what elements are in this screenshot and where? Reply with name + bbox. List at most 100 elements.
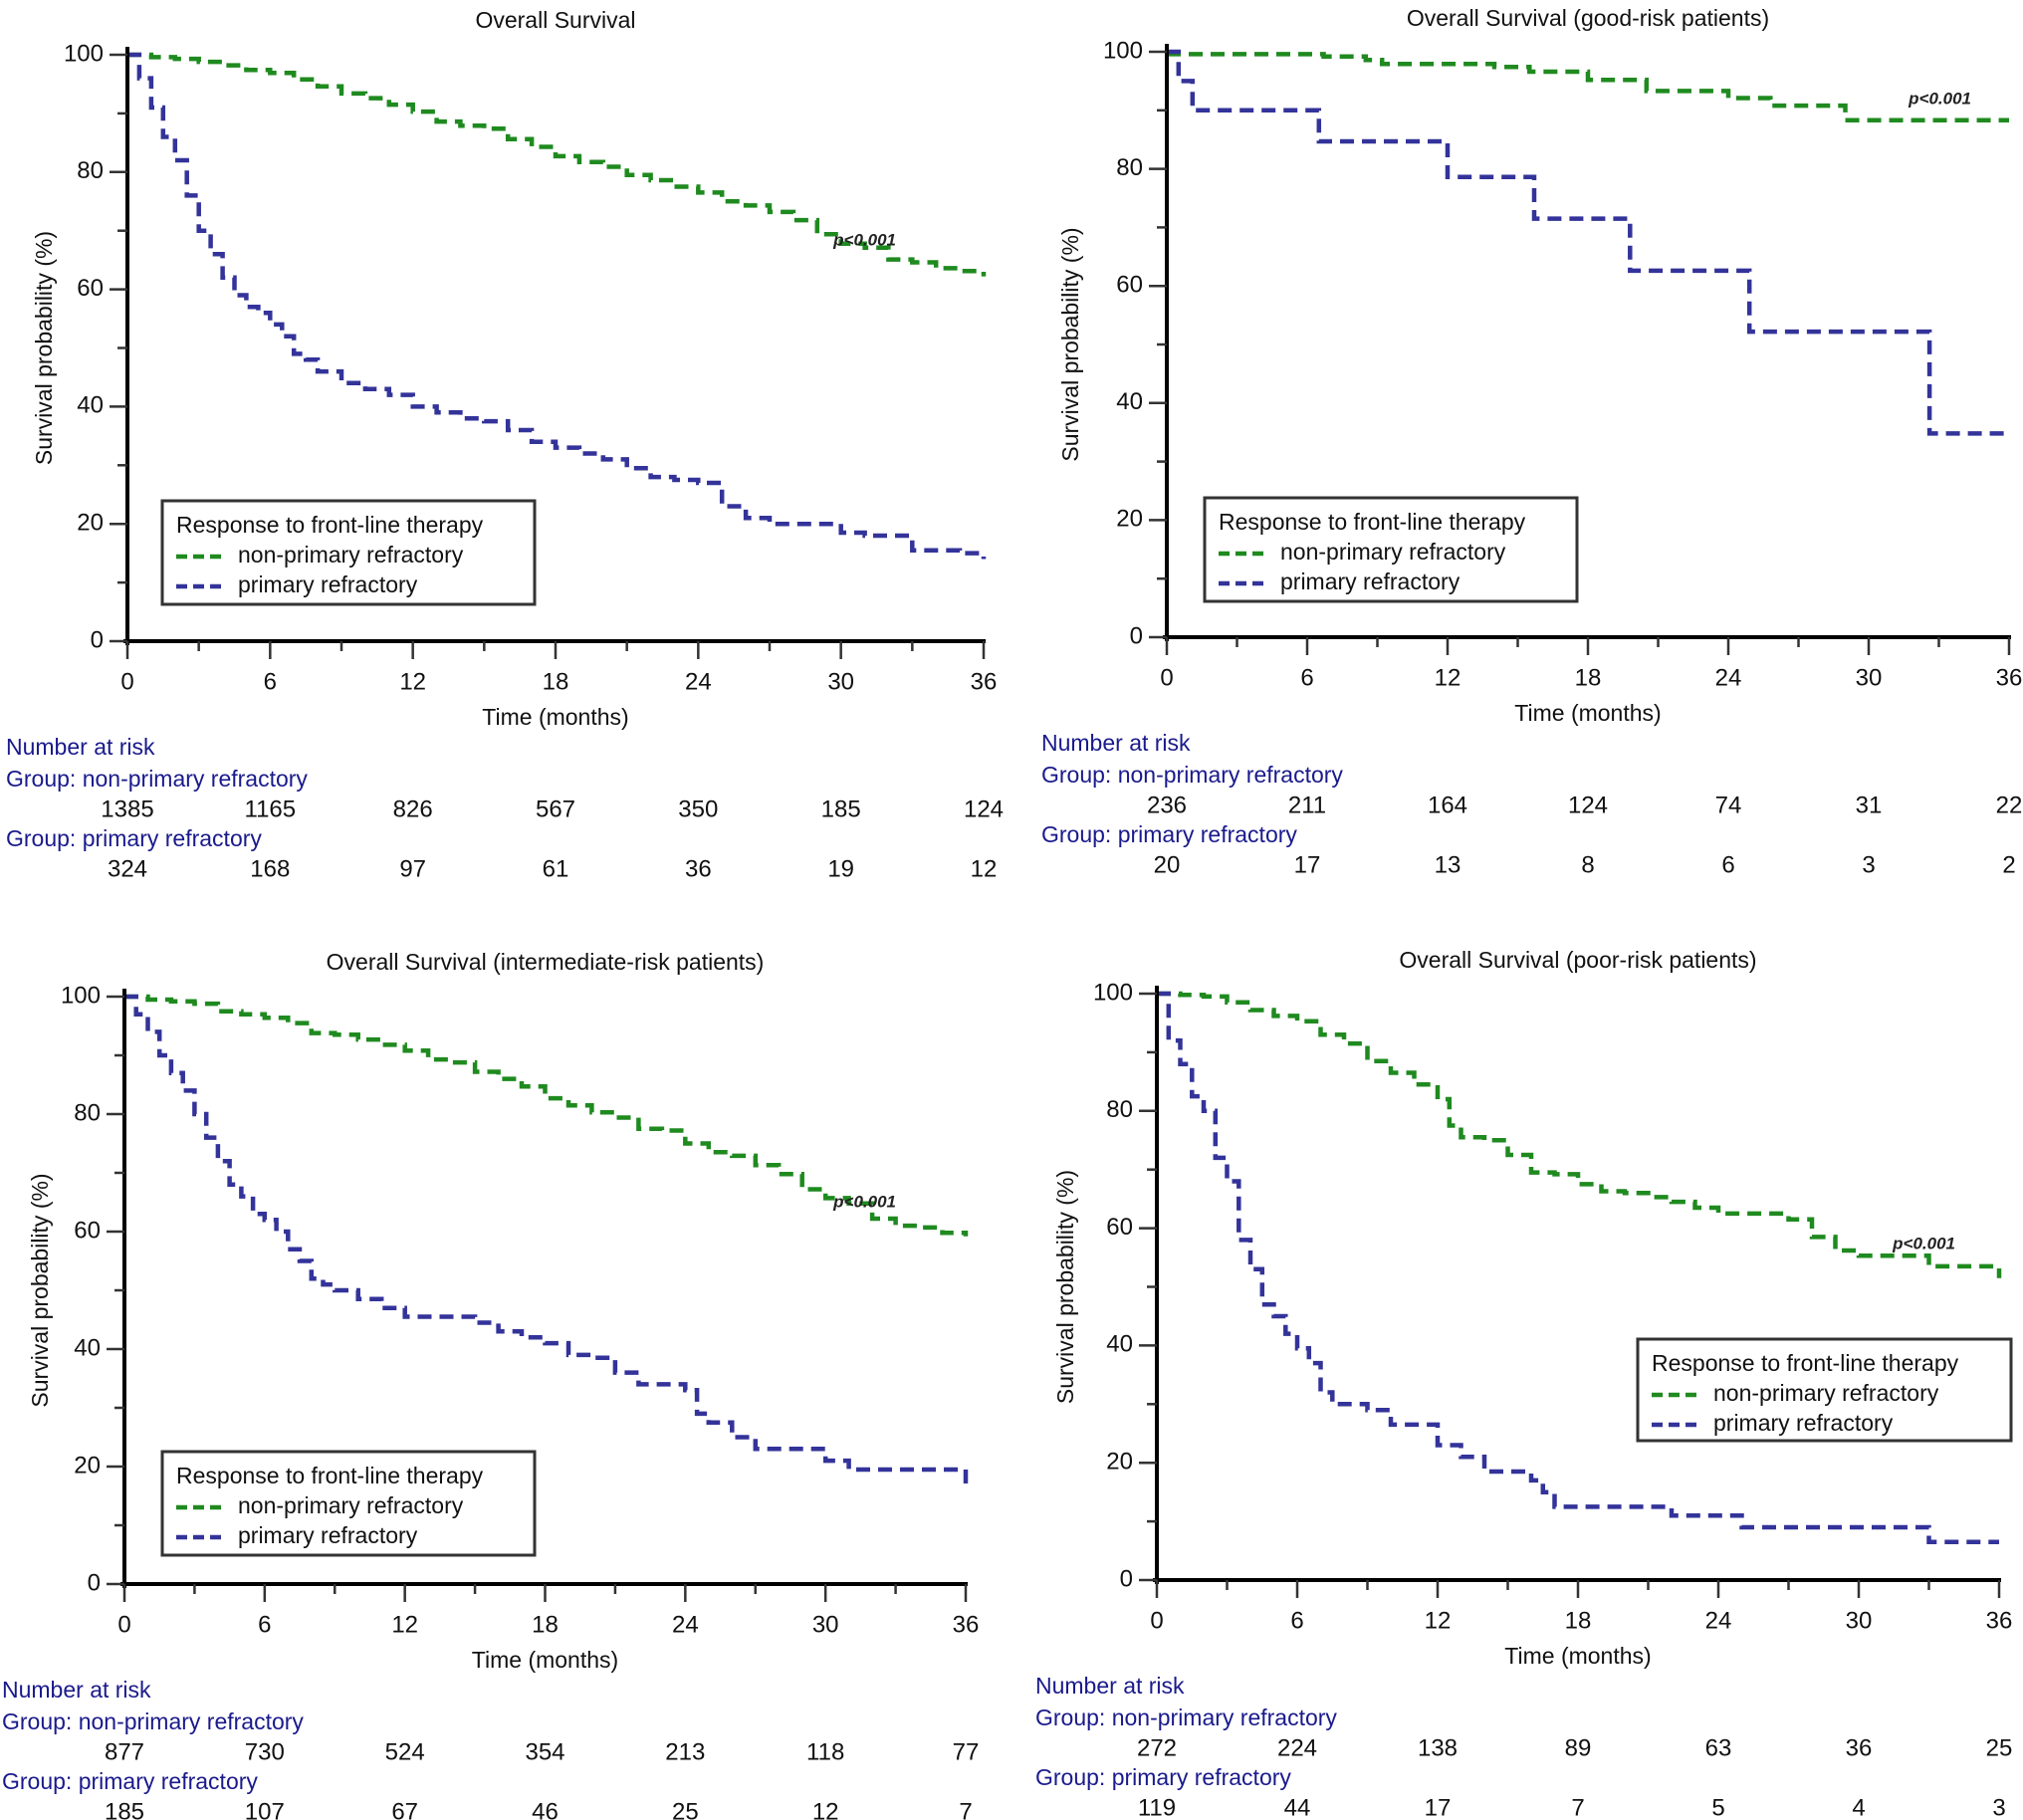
y-tick-label: 60 xyxy=(1106,1214,1133,1241)
risk-value: 13 xyxy=(1435,851,1461,878)
legend-title: Response to front-line therapy xyxy=(1652,1350,1959,1376)
y-axis-title: Survival probability (%) xyxy=(1057,227,1083,461)
y-tick-label: 20 xyxy=(77,510,104,537)
risk-value: 5 xyxy=(1711,1794,1724,1820)
risk-table-header: Number at risk xyxy=(2,1677,151,1703)
y-tick-label: 60 xyxy=(77,275,104,302)
x-tick-label: 18 xyxy=(532,1611,559,1638)
risk-value: 6 xyxy=(1721,851,1734,878)
risk-value: 3 xyxy=(1862,851,1875,878)
km-panel-4: Overall Survival (poor-risk patients) 0 20… xyxy=(1035,947,2013,1820)
x-tick-label: 0 xyxy=(117,1611,130,1638)
risk-value: 877 xyxy=(105,1738,144,1765)
legend: Response to front-line therapy non-primar… xyxy=(1636,1337,2013,1443)
risk-table: Number at risk Group: non-primary refract… xyxy=(2,1677,979,1820)
x-tick-label: 24 xyxy=(685,668,712,695)
y-tick-label: 0 xyxy=(1120,1565,1133,1592)
x-tick-label: 12 xyxy=(1425,1607,1452,1634)
risk-value: 36 xyxy=(685,855,712,882)
risk-value: 4 xyxy=(1852,1794,1865,1820)
y-tick-label: 0 xyxy=(88,1569,101,1596)
legend-box xyxy=(1636,1337,2013,1443)
y-tick-label: 20 xyxy=(1116,506,1143,533)
risk-group-label: Group: primary refractory xyxy=(6,825,262,851)
risk-value: 2 xyxy=(2002,851,2015,878)
risk-value: 19 xyxy=(827,855,854,882)
x-tick-label: 6 xyxy=(1300,664,1313,691)
legend: Response to front-line therapy non-primar… xyxy=(160,499,537,606)
p-value-annotation: p<0.001 xyxy=(1892,1234,1955,1252)
risk-value: 31 xyxy=(1856,792,1883,818)
km-curve-primary xyxy=(124,994,969,1484)
risk-value: 324 xyxy=(108,855,147,882)
risk-value: 138 xyxy=(1418,1734,1458,1761)
risk-value: 22 xyxy=(1996,792,2023,818)
km-curve-non-primary xyxy=(127,52,987,277)
x-tick-label: 12 xyxy=(399,668,426,695)
y-tick-label: 100 xyxy=(1103,37,1143,64)
risk-value: 17 xyxy=(1294,851,1321,878)
y-tick-label: 60 xyxy=(74,1217,101,1244)
legend: Response to front-line therapy non-primar… xyxy=(1203,496,1579,603)
risk-value: 25 xyxy=(672,1798,699,1820)
km-panel-2: Overall Survival (good-risk patients)020… xyxy=(1041,5,2022,878)
x-tick-label: 6 xyxy=(264,668,277,695)
risk-value: 730 xyxy=(245,1738,285,1765)
legend-entry: primary refractory xyxy=(238,571,418,597)
risk-value: 7 xyxy=(959,1798,972,1820)
y-tick-label: 100 xyxy=(1093,979,1133,1006)
y-tick-label: 40 xyxy=(74,1334,101,1361)
risk-value: 350 xyxy=(678,796,718,822)
risk-table: Number at risk Group: non-primary refract… xyxy=(6,734,1004,882)
risk-value: 36 xyxy=(1846,1734,1873,1761)
x-tick-label: 24 xyxy=(672,1611,699,1638)
risk-value: 1165 xyxy=(245,796,297,822)
km-curve-primary xyxy=(1157,991,1999,1544)
y-axis-title: Survival probability (%) xyxy=(31,231,57,465)
risk-value: 67 xyxy=(391,1798,418,1820)
x-tick-label: 0 xyxy=(1150,1607,1163,1634)
p-value-annotation: p<0.001 xyxy=(832,230,896,249)
risk-value: 63 xyxy=(1705,1734,1732,1761)
risk-value: 8 xyxy=(1581,851,1594,878)
legend-entry: primary refractory xyxy=(1280,569,1461,594)
legend-entry: primary refractory xyxy=(1713,1410,1894,1436)
risk-value: 74 xyxy=(1715,792,1742,818)
x-tick-label: 18 xyxy=(543,668,569,695)
legend-entry: non-primary refractory xyxy=(238,542,464,568)
x-tick-label: 18 xyxy=(1565,1607,1592,1634)
risk-value: 17 xyxy=(1425,1794,1452,1820)
risk-value: 272 xyxy=(1137,1734,1177,1761)
y-tick-label: 80 xyxy=(77,157,104,184)
legend-entry: primary refractory xyxy=(238,1522,418,1548)
legend-entry: non-primary refractory xyxy=(1280,539,1506,565)
risk-value: 567 xyxy=(536,796,575,822)
km-panel-1: Overall Survival 0 20 40 60 80 100 0 6 12 18 24 30 36… xyxy=(6,7,1004,882)
x-tick-label: 36 xyxy=(1986,1607,2013,1634)
risk-value: 119 xyxy=(1138,1794,1176,1820)
risk-value: 185 xyxy=(105,1798,144,1820)
p-value-annotation: p<0.001 xyxy=(832,1192,896,1211)
risk-table: Number at risk Group: non-primary refract… xyxy=(1035,1673,2012,1820)
risk-value: 224 xyxy=(1277,1734,1317,1761)
risk-value: 77 xyxy=(953,1738,980,1765)
y-tick-label: 0 xyxy=(1130,622,1143,649)
x-tick-label: 24 xyxy=(1715,664,1742,691)
km-panel-3: Overall Survival (intermediate-risk pati… xyxy=(2,949,979,1820)
risk-table: Number at risk Group: non-primary refract… xyxy=(1041,730,2022,878)
chart-title: Overall Survival xyxy=(475,7,635,33)
y-tick-label: 40 xyxy=(1106,1331,1133,1358)
risk-value: 46 xyxy=(532,1798,559,1820)
risk-group-label: Group: primary refractory xyxy=(1041,821,1297,847)
risk-group-label: Group: non-primary refractory xyxy=(1035,1705,1337,1730)
y-tick-label: 60 xyxy=(1116,272,1143,299)
x-tick-label: 30 xyxy=(1856,664,1883,691)
km-curve-primary xyxy=(1167,49,2009,436)
x-axis-title: Time (months) xyxy=(1504,1643,1651,1669)
km-curve-non-primary xyxy=(124,994,969,1237)
chart-title: Overall Survival (intermediate-risk pati… xyxy=(327,949,765,975)
risk-value: 7 xyxy=(1571,1794,1584,1820)
y-tick-label: 100 xyxy=(61,982,101,1009)
km-curve-primary xyxy=(127,52,987,560)
x-tick-label: 18 xyxy=(1575,664,1602,691)
